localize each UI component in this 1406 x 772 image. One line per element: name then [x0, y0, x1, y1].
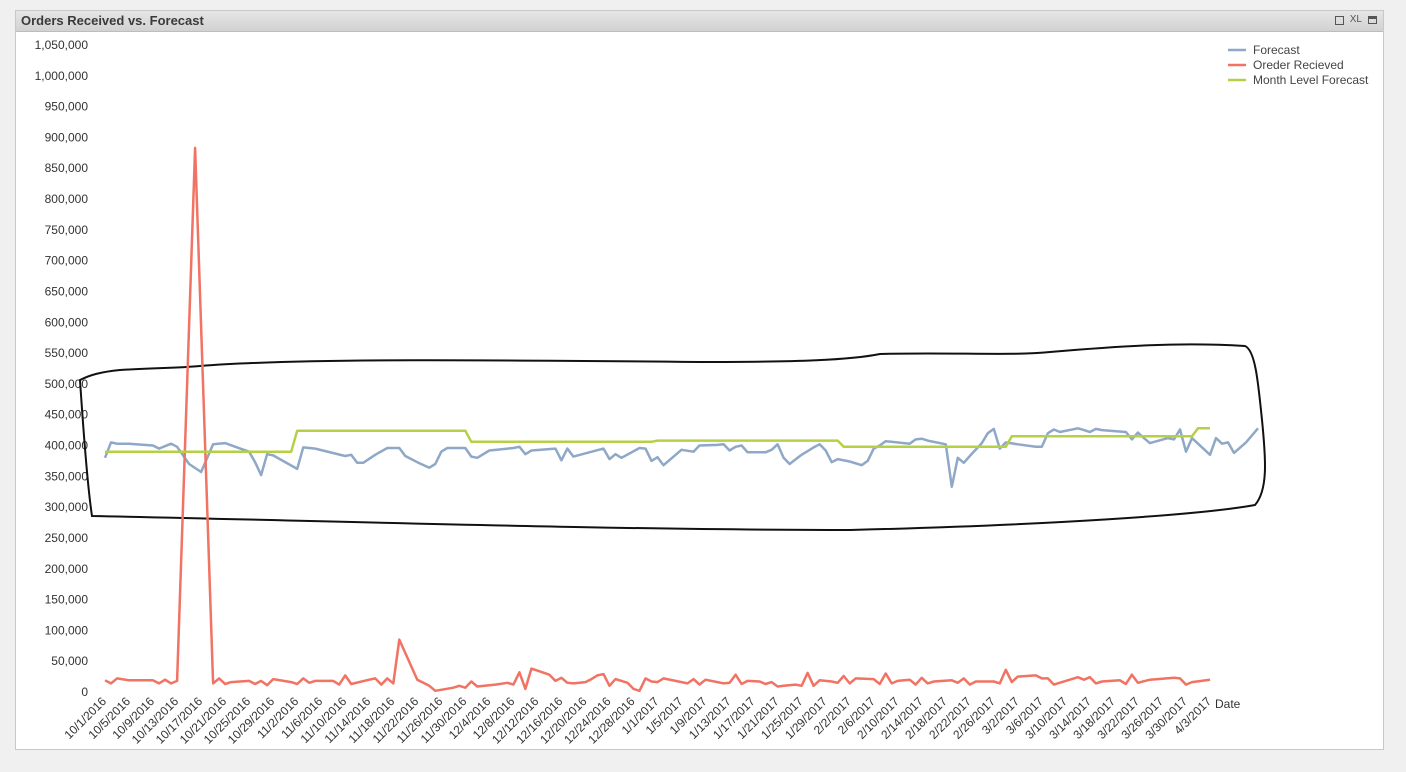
legend-entry: Oreder Recieved	[1253, 58, 1344, 72]
series-line-2	[104, 146, 1211, 693]
y-tick-label: 1,000,000	[35, 69, 89, 83]
y-tick-label: 1,050,000	[35, 38, 89, 52]
window-controls: XL	[1334, 13, 1377, 27]
maximize-icon[interactable]	[1368, 16, 1377, 24]
y-tick-label: 750,000	[45, 223, 89, 237]
x-axis: 10/1/201610/5/201610/9/201610/13/201610/…	[61, 694, 1214, 747]
y-axis: 0 50,000 100,000 150,000 200,000 250,000 300,0…	[35, 38, 89, 699]
window-titlebar[interactable]: Orders Received vs. Forecast XL	[16, 11, 1383, 32]
y-tick-label: 900,000	[45, 130, 89, 144]
y-tick-label: 650,000	[45, 284, 89, 298]
y-tick-label: 300,000	[45, 500, 89, 514]
x-axis-label: Date	[1215, 697, 1241, 711]
series-line-3	[105, 427, 1210, 453]
y-tick-label: 100,000	[45, 623, 89, 637]
y-tick-label: 400,000	[45, 439, 89, 453]
y-tick-label: 700,000	[45, 254, 89, 268]
y-tick-label: 200,000	[45, 562, 89, 576]
chart-window: Orders Received vs. Forecast XL	[15, 10, 1384, 750]
y-tick-label: 550,000	[45, 346, 89, 360]
legend-entry: Month Level Forecast	[1253, 73, 1369, 87]
y-tick-label: 250,000	[45, 531, 89, 545]
legend-entry: Forecast	[1253, 43, 1300, 57]
y-tick-label: 150,000	[45, 593, 89, 607]
y-tick-label: 350,000	[45, 469, 89, 483]
window-title: Orders Received vs. Forecast	[21, 13, 204, 28]
hand-drawn-loop	[78, 343, 1267, 532]
y-tick-label: 950,000	[45, 100, 89, 114]
y-tick-label: 800,000	[45, 192, 89, 206]
y-tick-label: 50,000	[51, 654, 88, 668]
export-excel-button[interactable]: XL	[1349, 14, 1362, 25]
series-group	[103, 146, 1259, 693]
series-line-1	[103, 427, 1259, 489]
hand-drawn-outline	[78, 343, 1267, 532]
y-tick-label: 600,000	[45, 315, 89, 329]
print-icon[interactable]	[1334, 15, 1344, 25]
y-tick-label: 850,000	[45, 161, 89, 175]
y-tick-label: 450,000	[45, 408, 89, 422]
y-tick-label: 500,000	[45, 377, 89, 391]
y-tick-label: 0	[81, 685, 88, 699]
